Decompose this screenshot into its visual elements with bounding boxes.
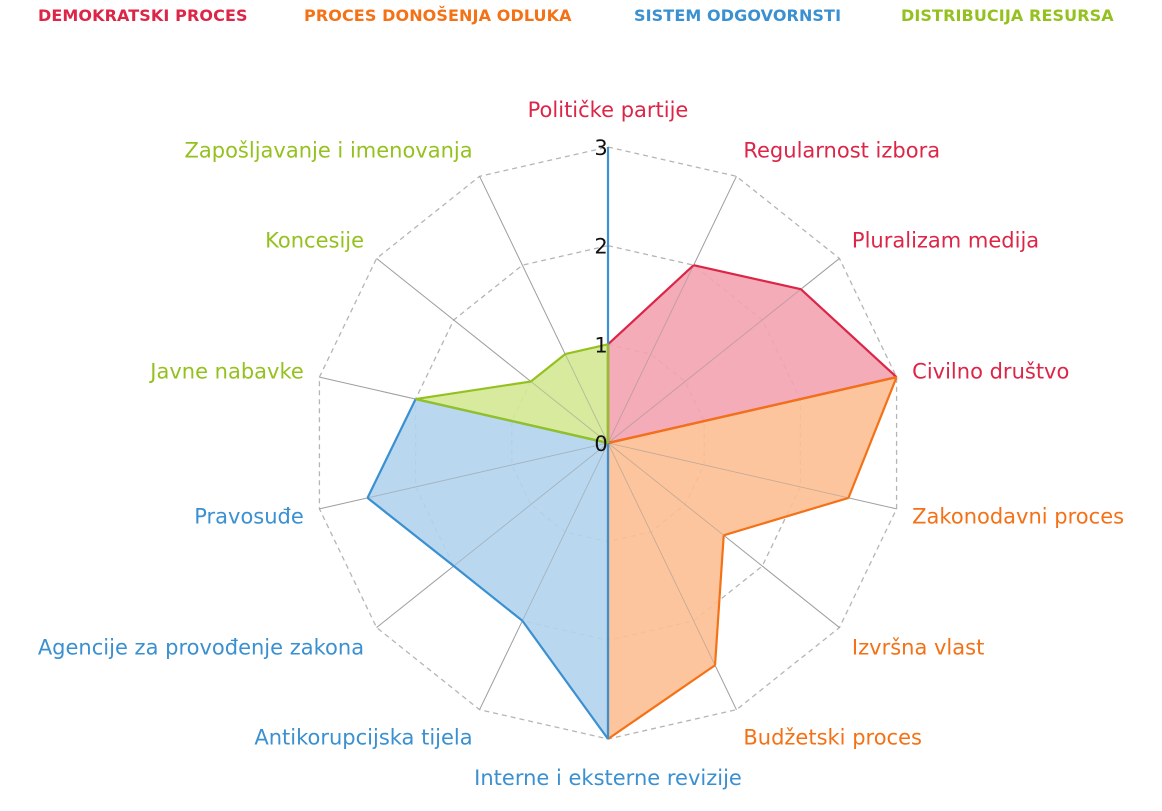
radial-tick-label-2: 2 bbox=[594, 235, 607, 259]
series-line-demokratski-proces[interactable] bbox=[606, 264, 898, 445]
axis-label-javne-nabavke: Javne nabavke bbox=[148, 359, 304, 383]
axis-label-civilno-drustvo: Civilno društvo bbox=[912, 359, 1069, 383]
series-line-proces-donosenja-odluka[interactable] bbox=[606, 376, 898, 740]
axis-label-koncesije: Koncesije bbox=[265, 229, 364, 253]
axis-label-politicke-partije: Političke partije bbox=[528, 98, 689, 122]
series-line-distribucija-resursa[interactable] bbox=[415, 343, 610, 445]
axis-label-interne-i-eksterne-revizije: Interne i eksterne revizije bbox=[474, 766, 742, 790]
overlay-spoke bbox=[376, 442, 609, 628]
series-area-proces-donosenja-odluka bbox=[608, 377, 897, 739]
overlay-spoke bbox=[479, 176, 609, 444]
series-area-distribucija-resursa bbox=[415, 344, 608, 443]
axis-labels: Političke partije Regularnost izbora Plura… bbox=[38, 98, 1124, 790]
legend-item-sistem-odgovornsti[interactable]: SISTEM ODGOVORNSTI bbox=[634, 6, 842, 25]
axis-label-antikorupcijska-tijela: Antikorupcijska tijela bbox=[254, 726, 472, 750]
legend-item-distribucija-resursa[interactable]: DISTRIBUCIJA RESURSA bbox=[901, 6, 1114, 25]
axis-label-pluralizam-medija: Pluralizam medija bbox=[852, 229, 1039, 253]
axis-label-zaposljavanje-i-imenovanja: Zapošljavanje i imenovanja bbox=[184, 138, 472, 162]
overlay-spoke bbox=[607, 176, 737, 444]
series-area-demokratski-proces bbox=[608, 265, 897, 443]
axis-label-budzetski-proces: Budžetski proces bbox=[743, 726, 922, 750]
radial-tick-label-3: 3 bbox=[594, 136, 607, 160]
radial-tick-label-1: 1 bbox=[594, 333, 607, 357]
axis-label-zakonodavni-proces: Zakonodavni proces bbox=[912, 505, 1124, 529]
overlay-spoke bbox=[319, 442, 609, 510]
axis-label-regularnost-izbora: Regularnost izbora bbox=[743, 138, 940, 162]
legend-item-demokratski-proces[interactable]: DEMOKRATSKI PROCES bbox=[38, 6, 248, 25]
series-area-sistem-odgovornsti bbox=[367, 147, 608, 739]
radial-ticks: 0 1 2 3 bbox=[594, 136, 607, 456]
radar-series bbox=[319, 147, 898, 740]
overlay-spoke bbox=[376, 258, 609, 444]
legend: DEMOKRATSKI PROCES PROCES DONOŠENJA ODLU… bbox=[0, 6, 1162, 32]
overlay-spoke bbox=[479, 442, 609, 710]
axis-label-pravosu-e: Pravosuđe bbox=[194, 505, 304, 529]
axis-label-izvrsna-vlast: Izvršna vlast bbox=[852, 635, 984, 659]
axis-label-agencije-za-provo-enje-zakona: Agencije za provođenje zakona bbox=[38, 635, 364, 659]
radial-tick-label-0: 0 bbox=[594, 432, 607, 456]
legend-item-proces-donosenja-odluka[interactable]: PROCES DONOŠENJA ODLUKA bbox=[304, 6, 572, 25]
